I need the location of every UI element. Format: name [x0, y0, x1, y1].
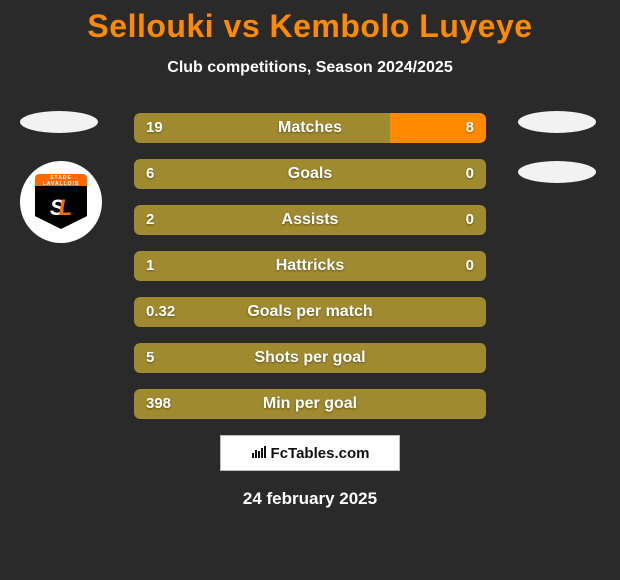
stat-row: 60Goals	[134, 159, 486, 189]
date-text: 24 february 2025	[0, 489, 620, 509]
chart-icon	[251, 445, 267, 462]
stat-row: 398Min per goal	[134, 389, 486, 419]
page-title: Sellouki vs Kembolo Luyeye	[0, 0, 620, 45]
stat-row: 10Hattricks	[134, 251, 486, 281]
footer-brand-text: FcTables.com	[271, 445, 370, 462]
subtitle: Club competitions, Season 2024/2025	[0, 59, 620, 77]
stat-label: Goals	[134, 159, 486, 189]
footer-brand-badge: FcTables.com	[220, 435, 400, 471]
stat-label: Shots per goal	[134, 343, 486, 373]
stat-label: Assists	[134, 205, 486, 235]
stat-row: 5Shots per goal	[134, 343, 486, 373]
shield-top-text: STADE LAVALLOIS	[35, 174, 87, 186]
stat-label: Hattricks	[134, 251, 486, 281]
stat-label: Goals per match	[134, 297, 486, 327]
stat-label: Min per goal	[134, 389, 486, 419]
player1-name: Sellouki	[87, 8, 214, 44]
vs-text: vs	[224, 8, 261, 44]
player1-avatar-placeholder	[20, 111, 98, 133]
stats-bars: 198Matches 60Goals 20Assists 10Hattricks 0.3…	[134, 113, 486, 419]
stat-label: Matches	[134, 113, 486, 143]
player2-avatar-placeholder	[518, 111, 596, 133]
club-shield-icon: STADE LAVALLOIS SL	[33, 171, 89, 233]
stat-row: 0.32Goals per match	[134, 297, 486, 327]
player2-column	[518, 111, 598, 211]
player2-club-placeholder	[518, 161, 596, 183]
player1-column: STADE LAVALLOIS SL	[20, 111, 100, 243]
shield-letters: SL	[50, 195, 72, 221]
stat-row: 198Matches	[134, 113, 486, 143]
player1-club-badge: STADE LAVALLOIS SL	[20, 161, 102, 243]
content-area: STADE LAVALLOIS SL 198Matches 60Goals 20As…	[0, 113, 620, 419]
stat-row: 20Assists	[134, 205, 486, 235]
player2-name: Kembolo Luyeye	[270, 8, 533, 44]
shield-body: SL	[35, 186, 87, 229]
